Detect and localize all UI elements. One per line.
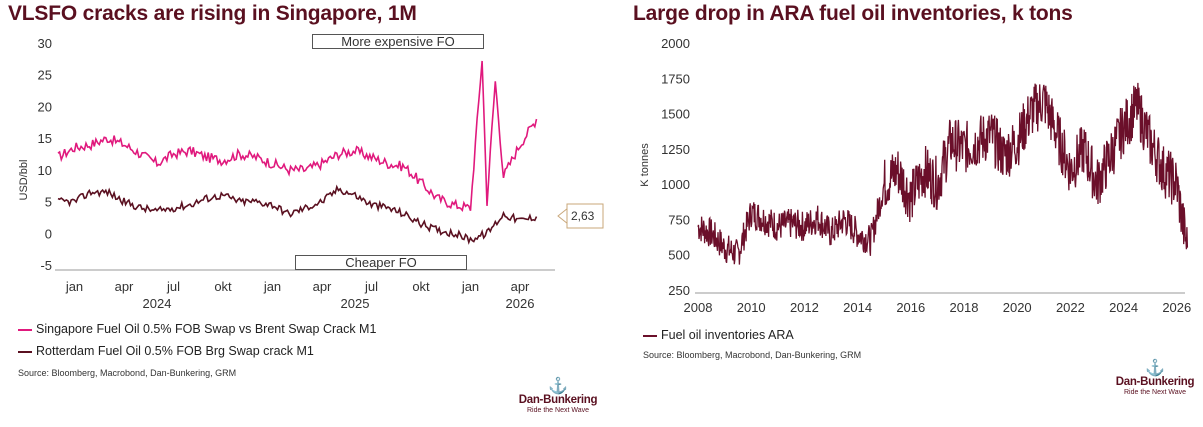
source-left: Source: Bloomberg, Macrobond, Dan-Bunker… (18, 368, 237, 378)
series-line-singapore (57, 60, 538, 213)
x-tick-year-label: 2025 (341, 296, 370, 311)
x-tick-label: apr (511, 279, 530, 294)
x-tick-label: 2014 (843, 300, 872, 315)
x-tick-label: 2010 (737, 300, 766, 315)
logo-left: ⚓ Dan-Bunkering Ride the Next Wave (508, 378, 608, 415)
annotation-more-expensive: More expensive FO (312, 34, 484, 49)
logo-right: ⚓ Dan-Bunkering Ride the Next Wave (1105, 360, 1203, 397)
x-tick-year-label: 2026 (506, 296, 535, 311)
x-tick-label: 2024 (1109, 300, 1138, 315)
y-ticks-left: 30 25 20 15 10 5 0 -5 (38, 36, 52, 273)
logo-name: Dan-Bunkering (518, 394, 598, 406)
series-line-rotterdam (57, 184, 538, 245)
x-tick-label: apr (313, 279, 332, 294)
y-tick-label: 5 (45, 195, 52, 210)
logo-tagline: Ride the Next Wave (1124, 389, 1186, 396)
legend-item-singapore: Singapore Fuel Oil 0.5% FOB Swap vs Bren… (18, 322, 376, 336)
source-right: Source: Bloomberg, Macrobond, Dan-Bunker… (643, 350, 862, 360)
x-ticks-left: jan apr jul okt jan apr jul okt jan apr 2024 2025 20… (65, 279, 535, 311)
y-tick-label: 500 (668, 248, 690, 263)
x-ticks-right: 2008 2010 2012 2014 2016 2018 2020 2022 2024 2026 (684, 300, 1192, 315)
x-tick-label: jul (364, 279, 378, 294)
y-tick-label: 2000 (661, 36, 690, 51)
x-tick-label: okt (214, 279, 232, 294)
last-value-label: 2,63 (571, 209, 595, 223)
x-tick-label: apr (115, 279, 134, 294)
x-tick-label: 2016 (896, 300, 925, 315)
x-tick-label: jan (65, 279, 83, 294)
y-tick-label: 1250 (661, 142, 690, 157)
logo-name: Dan-Bunkering (1115, 376, 1195, 388)
x-tick-label: 2022 (1056, 300, 1085, 315)
y-tick-label: 1750 (661, 71, 690, 86)
y-tick-label: 0 (45, 226, 52, 241)
chart-title-left: VLSFO cracks are rising in Singapore, 1M (8, 2, 417, 25)
x-tick-label: 2020 (1003, 300, 1032, 315)
legend-item-ara: Fuel oil inventories ARA (643, 328, 794, 342)
y-tick-label: 1500 (661, 107, 690, 122)
logo-tagline: Ride the Next Wave (527, 407, 589, 414)
legend-label-ara: Fuel oil inventories ARA (661, 328, 794, 342)
legend-swatch-ara (643, 334, 657, 337)
y-tick-label: 1000 (661, 177, 690, 192)
y-tick-label: 750 (668, 212, 690, 227)
x-tick-label: 2012 (790, 300, 819, 315)
y-ticks-right: 2000 1750 1500 1250 1000 750 500 250 (661, 36, 690, 298)
x-tick-label: jan (461, 279, 479, 294)
y-tick-label: 15 (38, 131, 52, 146)
y-tick-label: 20 (38, 99, 52, 114)
y-tick-label: 30 (38, 36, 52, 51)
y-tick-label: -5 (40, 258, 52, 273)
x-tick-label: 2018 (950, 300, 979, 315)
x-tick-year-label: 2024 (143, 296, 172, 311)
x-tick-label: jan (263, 279, 281, 294)
x-tick-label: 2008 (684, 300, 713, 315)
last-value-callout-box (566, 203, 604, 229)
x-tick-label: jul (166, 279, 180, 294)
y-tick-label: 250 (668, 283, 690, 298)
y-tick-label: 10 (38, 163, 52, 178)
series-line-ara-inventories (697, 82, 1189, 265)
left-chart: USD/bbl 30 25 20 15 10 5 0 -5 jan apr jul okt jan ap… (18, 36, 604, 311)
annotation-cheaper: Cheaper FO (295, 255, 467, 270)
x-tick-label: okt (412, 279, 430, 294)
legend-swatch-singapore (18, 328, 32, 331)
y-axis-label-left: USD/bbl (18, 160, 30, 201)
legend-label-rotterdam: Rotterdam Fuel Oil 0.5% FOB Brg Swap cra… (36, 344, 314, 358)
legend-swatch-rotterdam (18, 350, 32, 353)
logo-mark-icon: ⚓ (548, 378, 568, 395)
y-tick-label: 25 (38, 68, 52, 83)
legend-label-singapore: Singapore Fuel Oil 0.5% FOB Swap vs Bren… (36, 322, 377, 336)
legend-item-rotterdam: Rotterdam Fuel Oil 0.5% FOB Brg Swap cra… (18, 344, 314, 358)
y-axis-label-right: K tonnes (639, 143, 651, 187)
logo-mark-icon: ⚓ (1145, 360, 1165, 377)
chart-title-right: Large drop in ARA fuel oil inventories, … (633, 2, 1073, 25)
x-tick-label: 2026 (1162, 300, 1191, 315)
